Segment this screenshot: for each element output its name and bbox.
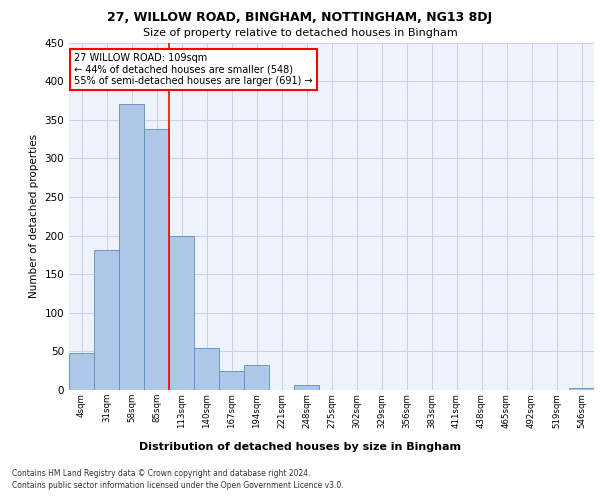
Bar — [94, 250, 119, 390]
Text: Distribution of detached houses by size in Bingham: Distribution of detached houses by size … — [139, 442, 461, 452]
Text: 27 WILLOW ROAD: 109sqm
← 44% of detached houses are smaller (548)
55% of semi-de: 27 WILLOW ROAD: 109sqm ← 44% of detached… — [74, 53, 313, 86]
Bar — [119, 104, 144, 390]
Bar — [244, 366, 269, 390]
Y-axis label: Number of detached properties: Number of detached properties — [29, 134, 39, 298]
Text: 27, WILLOW ROAD, BINGHAM, NOTTINGHAM, NG13 8DJ: 27, WILLOW ROAD, BINGHAM, NOTTINGHAM, NG… — [107, 12, 493, 24]
Bar — [194, 348, 219, 390]
Text: Contains HM Land Registry data © Crown copyright and database right 2024.: Contains HM Land Registry data © Crown c… — [12, 469, 311, 478]
Bar — [219, 370, 244, 390]
Bar — [569, 388, 594, 390]
Bar — [169, 236, 194, 390]
Bar — [144, 129, 169, 390]
Text: Contains public sector information licensed under the Open Government Licence v3: Contains public sector information licen… — [12, 481, 344, 490]
Bar — [69, 353, 94, 390]
Bar — [294, 386, 319, 390]
Text: Size of property relative to detached houses in Bingham: Size of property relative to detached ho… — [143, 28, 457, 38]
